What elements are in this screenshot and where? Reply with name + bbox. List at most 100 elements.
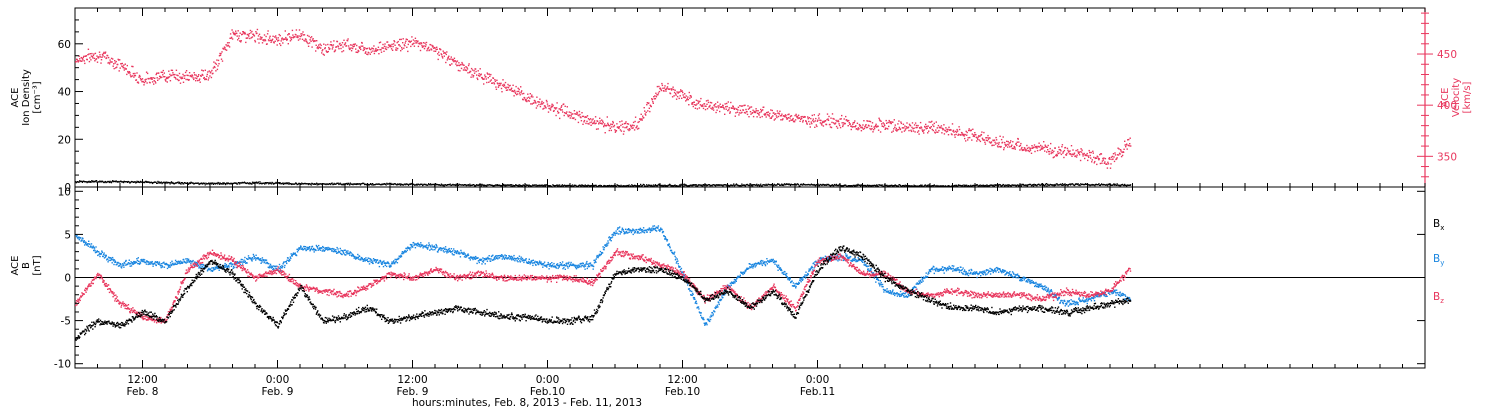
by-point	[291, 254, 294, 256]
density-point	[439, 184, 441, 186]
velocity-point	[1056, 153, 1058, 156]
by-point	[366, 259, 368, 261]
density-point	[668, 184, 670, 186]
velocity-point	[820, 123, 823, 125]
velocity-point	[325, 44, 327, 46]
velocity-point	[342, 50, 345, 52]
velocity-point	[193, 78, 195, 81]
velocity-point	[483, 78, 485, 80]
by-point	[354, 256, 356, 258]
velocity-point	[225, 49, 228, 51]
velocity-point	[550, 105, 553, 107]
velocity-point	[294, 36, 296, 38]
by-point	[127, 263, 129, 265]
velocity-point	[685, 100, 687, 102]
density-point	[1020, 184, 1022, 186]
density-point	[944, 185, 946, 187]
velocity-point	[1043, 141, 1045, 143]
velocity-point	[153, 80, 155, 82]
velocity-point	[868, 125, 870, 127]
velocity-point	[849, 123, 851, 125]
velocity-point	[498, 84, 500, 87]
velocity-point	[957, 133, 960, 135]
by-point	[578, 266, 580, 268]
density-point	[952, 185, 954, 187]
velocity-point	[568, 115, 570, 117]
velocity-point	[321, 50, 323, 52]
by-point	[362, 260, 364, 262]
velocity-point	[1033, 146, 1035, 148]
density-point	[158, 181, 160, 183]
by-point	[610, 237, 613, 239]
density-point	[737, 184, 739, 187]
velocity-point	[188, 72, 191, 74]
density-point	[257, 181, 260, 183]
velocity-point	[478, 73, 480, 75]
velocity-point	[1044, 144, 1046, 146]
density-point	[377, 183, 379, 185]
velocity-point	[666, 87, 668, 89]
velocity-point	[377, 49, 379, 51]
velocity-point	[251, 30, 253, 33]
velocity-point	[897, 123, 899, 125]
density-point	[822, 183, 825, 186]
density-point	[1057, 184, 1060, 186]
density-point	[864, 184, 866, 187]
velocity-point	[181, 76, 183, 78]
by-point	[346, 253, 348, 255]
velocity-point	[280, 44, 282, 47]
velocity-point	[1036, 147, 1038, 149]
density-point	[943, 185, 945, 187]
velocity-point	[1093, 156, 1095, 159]
density-point	[963, 184, 965, 186]
velocity-point	[363, 47, 365, 49]
density-point	[949, 185, 951, 187]
velocity-point	[831, 121, 833, 124]
velocity-point	[319, 43, 321, 45]
velocity-point	[343, 39, 345, 41]
density-point	[640, 185, 642, 187]
density-point	[523, 184, 525, 187]
velocity-point	[908, 129, 910, 132]
density-point	[202, 182, 204, 184]
density-point	[955, 184, 958, 186]
velocity-point	[925, 128, 927, 130]
by-point	[345, 254, 347, 256]
density-point	[1078, 184, 1080, 186]
by-point	[93, 248, 96, 250]
velocity-point	[791, 119, 794, 121]
density-point	[343, 184, 345, 186]
velocity-point	[202, 70, 204, 72]
density-point	[829, 184, 831, 186]
velocity-point	[1076, 149, 1079, 151]
by-point	[598, 254, 600, 257]
velocity-point	[644, 113, 646, 115]
density-point	[303, 183, 305, 185]
velocity-point	[1005, 144, 1007, 147]
by-point	[640, 228, 642, 231]
velocity-point	[1030, 147, 1032, 149]
velocity-point	[396, 49, 398, 51]
by-point	[111, 259, 113, 261]
density-point	[332, 183, 335, 186]
by-point	[132, 263, 134, 265]
by-point	[168, 266, 170, 268]
velocity-point	[103, 56, 106, 58]
density-point	[945, 185, 947, 187]
velocity-point	[268, 37, 271, 39]
by-point	[381, 263, 383, 265]
by-point	[239, 264, 242, 266]
velocity-point	[384, 48, 387, 50]
by-point	[161, 265, 163, 267]
by-point	[235, 266, 237, 269]
density-point	[600, 185, 603, 187]
density-point	[518, 184, 520, 186]
density-point	[1090, 184, 1092, 186]
velocity-point	[913, 124, 916, 126]
by-point	[276, 265, 278, 267]
by-point	[502, 255, 505, 258]
density-point	[433, 184, 435, 186]
velocity-point	[543, 107, 545, 110]
velocity-point	[1063, 156, 1065, 159]
velocity-point	[1110, 163, 1112, 165]
